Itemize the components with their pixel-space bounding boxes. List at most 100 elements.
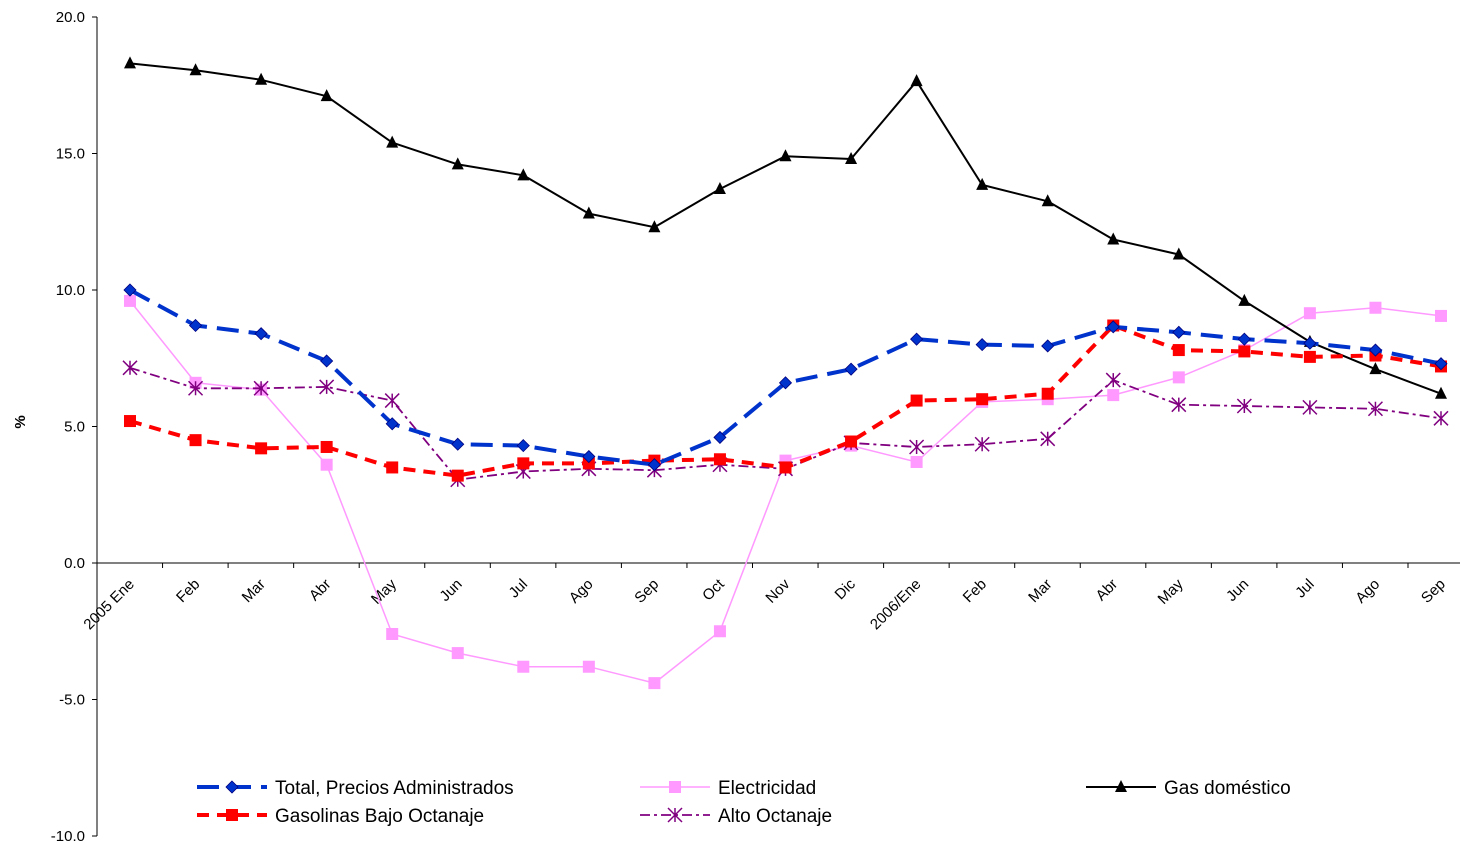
data-point	[188, 318, 203, 333]
data-point	[1107, 232, 1120, 245]
legend-label: Gas doméstico	[1164, 778, 1291, 799]
data-point	[255, 72, 268, 85]
data-point	[124, 415, 136, 428]
x-tick-label: May	[1155, 575, 1187, 607]
x-tick-label: Dic	[832, 575, 860, 603]
data-point	[254, 327, 268, 341]
legend-item-alto-octanaje: Alto Octanaje	[640, 806, 832, 827]
data-point	[386, 135, 399, 148]
data-point	[910, 455, 923, 468]
legend-label: Alto Octanaje	[718, 806, 832, 827]
x-tick-label: Jul	[506, 576, 532, 602]
legend-item-electricidad: Electricidad	[640, 778, 816, 799]
y-tick-label: 10.0	[56, 282, 85, 299]
x-tick-label: 2005 Ene	[80, 576, 137, 633]
data-point	[909, 439, 925, 455]
data-point	[1303, 350, 1316, 363]
data-point	[451, 469, 464, 482]
data-point	[582, 206, 595, 219]
x-tick-label: Feb	[960, 576, 990, 606]
data-point	[451, 647, 464, 660]
data-point	[1106, 320, 1120, 334]
data-point	[713, 430, 727, 444]
data-point	[1368, 343, 1383, 357]
x-tick-label: Sep	[631, 576, 662, 607]
data-point	[1367, 401, 1383, 417]
data-point	[910, 332, 924, 346]
y-axis-title: %	[12, 415, 29, 428]
x-tick-label: Abr	[1093, 576, 1122, 605]
legend-label: Gasolinas Bajo Octanaje	[275, 806, 484, 827]
data-point	[1369, 301, 1382, 314]
data-point	[1303, 307, 1316, 320]
data-point	[976, 177, 989, 190]
data-point	[386, 461, 399, 474]
data-point	[974, 436, 990, 452]
data-point	[451, 157, 464, 170]
data-point	[188, 380, 204, 396]
data-point	[1236, 398, 1252, 414]
data-point	[124, 294, 136, 307]
data-point	[253, 380, 269, 396]
x-tick-label: Jul	[1292, 576, 1318, 602]
y-tick-label: 0.0	[64, 555, 85, 572]
data-point	[778, 376, 793, 390]
y-tick-label: -10.0	[51, 828, 85, 844]
x-tick-label: Jun	[436, 576, 465, 605]
legend-swatch-marker	[225, 780, 239, 794]
data-point	[1107, 389, 1120, 402]
legend-item-total-precios-administrados: Total, Precios Administrados	[197, 778, 514, 799]
legend-swatch-marker	[226, 809, 238, 821]
data-point	[647, 458, 661, 472]
data-point	[1041, 194, 1054, 207]
data-point	[976, 393, 989, 406]
data-point	[1172, 325, 1186, 339]
data-point	[319, 379, 335, 395]
data-point	[910, 74, 923, 87]
legend-swatch-marker	[667, 807, 683, 823]
x-tick-label: 2006/Ene	[867, 576, 924, 633]
y-tick-label: 5.0	[64, 419, 85, 436]
data-point	[779, 149, 792, 162]
data-point	[1238, 345, 1251, 358]
data-point	[1302, 399, 1318, 415]
data-point	[122, 360, 138, 376]
data-point	[1171, 397, 1187, 413]
data-point	[845, 435, 858, 448]
x-tick-label: Feb	[173, 576, 203, 606]
data-point	[582, 457, 595, 470]
data-point	[451, 437, 465, 451]
data-point	[1105, 372, 1121, 388]
legend-swatch-marker	[1115, 780, 1127, 792]
x-tick-label: Ago	[566, 576, 597, 607]
data-point	[384, 393, 400, 409]
data-point	[320, 89, 333, 102]
data-point	[320, 354, 334, 368]
data-point	[1435, 386, 1447, 399]
data-point	[385, 417, 399, 431]
data-point	[713, 181, 726, 194]
data-point	[779, 461, 792, 474]
data-point	[1434, 357, 1448, 371]
data-point	[516, 439, 530, 453]
y-tick-label: 15.0	[56, 146, 85, 163]
data-point	[1172, 344, 1185, 357]
legend-swatch-marker	[669, 781, 681, 793]
x-tick-label: Sep	[1418, 576, 1449, 607]
y-tick-label: -5.0	[59, 692, 85, 709]
data-point	[975, 338, 989, 352]
data-point	[845, 151, 858, 164]
data-point	[124, 56, 136, 69]
x-tick-label: May	[368, 575, 400, 607]
data-point	[1433, 410, 1449, 426]
x-tick-label: Ago	[1352, 576, 1383, 607]
x-axis-ticks: 2005 Ene Feb Mar Abr May Jun Jul Ago Sep Oct Nov Di…	[80, 563, 1449, 633]
data-point	[844, 362, 858, 376]
data-point	[1303, 336, 1317, 350]
legend: Total, Precios Administrados Electricidad…	[197, 778, 1291, 827]
data-point	[1172, 247, 1185, 260]
data-point	[517, 457, 530, 470]
x-tick-label: Mar	[1025, 576, 1055, 606]
x-tick-label: Nov	[762, 575, 793, 606]
data-point	[1172, 371, 1185, 384]
